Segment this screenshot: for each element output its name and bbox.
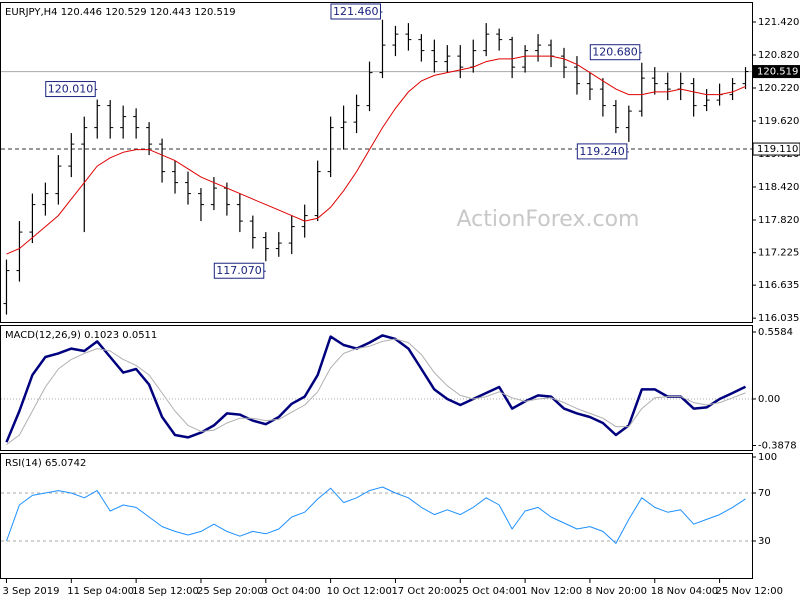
annotation: 120.010 [45, 81, 98, 98]
y-tick-label: 120.220 [758, 83, 799, 94]
watermark: ActionForex.com [457, 207, 640, 232]
price-tag-label: 119.110 [757, 144, 798, 155]
annotation-label: 120.680 [592, 46, 638, 59]
x-tick-label: 18 Nov 04:00 [651, 586, 718, 597]
moving-average [6, 55, 746, 255]
y-tick-label: 121.420 [758, 17, 799, 28]
panel-frame [0, 2, 753, 323]
panel-frame [0, 325, 753, 451]
annotation: 121.460 [330, 3, 383, 20]
indicator-line [6, 486, 746, 544]
y-tick-label: 30 [758, 536, 771, 547]
annotation: 117.070 [213, 262, 266, 279]
x-tick-label: 1 Nov 12:00 [521, 586, 582, 597]
y-tick-label: 116.035 [758, 313, 799, 324]
panel-frame [0, 453, 753, 579]
x-tick-label: 3 Oct 04:00 [262, 586, 321, 597]
x-tick-label: 8 Nov 20:00 [586, 586, 647, 597]
y-tick-label: 118.420 [758, 182, 799, 193]
indicator-line [6, 338, 746, 446]
panel-title: EURJPY,H4 120.446 120.529 120.443 120.51… [5, 7, 236, 18]
y-tick-label: 119.620 [758, 116, 799, 127]
y-tick-label: 120.820 [758, 50, 799, 61]
annotation-label: 119.240 [579, 145, 625, 158]
x-tick-label: 25 Sep 20:00 [197, 586, 264, 597]
annotation-label: 117.070 [216, 264, 262, 277]
y-tick-label: 0.5584 [758, 327, 793, 338]
panel-title: RSI(14) 65.0742 [5, 458, 86, 469]
y-tick-label: 100 [758, 452, 777, 463]
y-tick-label: -0.3878 [758, 441, 797, 452]
price-tag [752, 142, 800, 156]
x-tick-label: 11 Sep 04:00 [67, 586, 134, 597]
annotation-label: 120.010 [48, 83, 94, 96]
y-tick-label: 0.00 [758, 394, 780, 405]
annotation-label: 121.460 [333, 5, 379, 18]
y-tick-label: 116.635 [758, 280, 799, 291]
annotation: 120.680 [589, 44, 642, 61]
x-tick-label: 3 Sep 2019 [2, 586, 59, 597]
x-tick-label: 25 Nov 12:00 [716, 586, 783, 597]
price-tag-label: 120.519 [757, 67, 798, 78]
panel-title: MACD(12,26,9) 0.1023 0.0511 [5, 330, 157, 341]
x-tick-label: 17 Oct 20:00 [391, 586, 456, 597]
y-tick-label: 117.820 [758, 215, 799, 226]
y-tick-label: 70 [758, 488, 771, 499]
indicator-line [5, 334, 747, 443]
y-tick-label: 117.225 [758, 248, 799, 259]
x-tick-label: 10 Oct 12:00 [327, 586, 392, 597]
price-tag [752, 65, 800, 79]
x-tick-label: 25 Oct 04:00 [456, 586, 521, 597]
annotation: 119.240 [576, 143, 629, 160]
x-tick-label: 18 Sep 12:00 [132, 586, 199, 597]
